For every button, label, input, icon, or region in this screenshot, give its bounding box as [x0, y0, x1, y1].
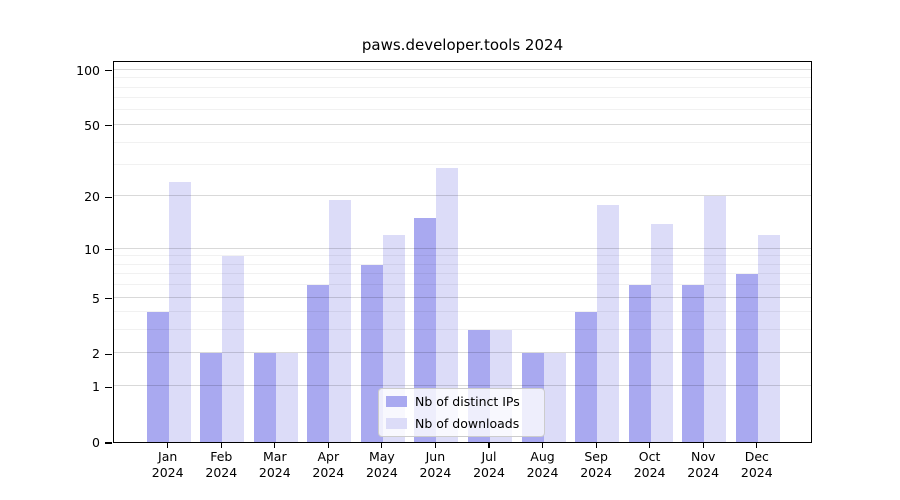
y-tick-mark-50 [105, 125, 112, 127]
bar-ips-dec [735, 274, 758, 442]
y-tick-mark-100 [105, 70, 112, 72]
bar-downloads-feb [222, 256, 245, 442]
legend-swatch-downloads [386, 417, 407, 429]
x-tick-mark-nov [702, 443, 704, 448]
bar-ips-mar [253, 353, 276, 442]
y-tick-label-0: 0 [92, 435, 100, 450]
x-tick-label-dec: Dec 2024 [740, 449, 773, 480]
gridline-70 [114, 97, 811, 99]
gridline-6 [114, 284, 811, 286]
legend-label-ips: Nb of distinct IPs [415, 394, 520, 410]
x-tick-mark-oct [649, 443, 651, 448]
gridline-100 [114, 68, 811, 70]
x-tick-mark-jan [167, 443, 169, 448]
bar-ips-jun [414, 218, 437, 442]
x-tick-label-aug: Aug 2024 [526, 449, 559, 480]
gridline-30 [114, 164, 811, 165]
gridline-3 [114, 329, 811, 331]
y-tick-label-1: 1 [92, 379, 100, 395]
bar-ips-sep [575, 312, 598, 442]
bar-downloads-dec [757, 235, 780, 442]
x-tick-label-jan: Jan 2024 [151, 449, 184, 480]
legend: Nb of distinct IPs Nb of downloads [378, 388, 545, 437]
x-tick-label-oct: Oct 2024 [633, 449, 666, 480]
gridline-50 [114, 123, 811, 125]
x-tick-label-may: May 2024 [365, 449, 398, 480]
y-tick-label-20: 20 [84, 189, 100, 205]
x-tick-label-mar: Mar 2024 [258, 449, 291, 480]
legend-item-distinct-ips: Nb of distinct IPs [379, 393, 544, 411]
bar-ips-may [360, 264, 383, 442]
y-tick-label-100: 100 [76, 62, 100, 78]
y-tick-mark-10 [105, 249, 112, 251]
x-tick-mark-feb [220, 443, 222, 448]
x-tick-mark-sep [595, 443, 597, 448]
gridline-1 [114, 385, 811, 387]
x-tick-mark-apr [327, 443, 329, 448]
x-tick-mark-aug [541, 443, 544, 448]
gridline-5 [114, 296, 811, 298]
x-tick-label-nov: Nov 2024 [687, 449, 720, 480]
y-tick-mark-0 [105, 442, 112, 444]
bar-downloads-sep [597, 204, 620, 442]
bar-downloads-mar [275, 353, 298, 442]
bar-downloads-nov [704, 196, 727, 442]
x-tick-label-apr: Apr 2024 [312, 449, 345, 480]
x-tick-label-sep: Sep 2024 [580, 449, 612, 480]
y-tick-mark-20 [105, 196, 112, 198]
y-tick-label-5: 5 [92, 290, 100, 306]
bar-downloads-jan [168, 182, 191, 442]
grid-layer [114, 62, 811, 442]
gridline-2 [114, 352, 811, 354]
bar-ips-oct [628, 285, 651, 442]
x-tick-mark-jul [488, 443, 490, 448]
gridline-8 [114, 263, 811, 265]
x-tick-mark-mar [274, 443, 276, 448]
y-tick-label-50: 50 [84, 117, 100, 133]
y-tick-label-2: 2 [92, 346, 100, 362]
legend-item-downloads: Nb of downloads [379, 414, 544, 432]
bar-ips-apr [307, 285, 330, 442]
chart-title: paws.developer.tools 2024 [361, 36, 564, 54]
gridline-4 [114, 311, 811, 313]
bar-ips-feb [200, 353, 223, 442]
gridline-10 [114, 247, 811, 249]
plot-area [113, 61, 812, 443]
bar-downloads-jun [436, 167, 459, 442]
gridline-20 [114, 195, 811, 197]
bar-downloads-apr [329, 200, 352, 442]
gridline-80 [114, 86, 811, 88]
x-tick-mark-may [381, 443, 383, 448]
legend-label-downloads: Nb of downloads [415, 415, 520, 431]
bar-downloads-oct [650, 223, 673, 442]
x-tick-label-feb: Feb 2024 [205, 449, 238, 480]
bar-ips-nov [682, 285, 705, 442]
bar-downloads-aug [543, 353, 566, 442]
gridline-60 [114, 109, 811, 111]
y-tick-label-10: 10 [84, 241, 100, 257]
x-tick-label-jun: Jun 2024 [419, 449, 452, 480]
bar-ips-jan [146, 312, 169, 442]
y-tick-mark-1 [105, 386, 112, 388]
x-tick-mark-dec [756, 443, 758, 448]
gridline-40 [114, 141, 811, 143]
x-tick-mark-jun [434, 443, 436, 448]
gridline-9 [114, 255, 811, 257]
y-tick-mark-5 [105, 297, 112, 300]
legend-swatch-ips [386, 396, 407, 408]
gridline-7 [114, 273, 811, 275]
y-tick-mark-2 [105, 353, 112, 355]
gridline-90 [114, 77, 811, 79]
x-tick-label-jul: Jul 2024 [473, 449, 505, 480]
